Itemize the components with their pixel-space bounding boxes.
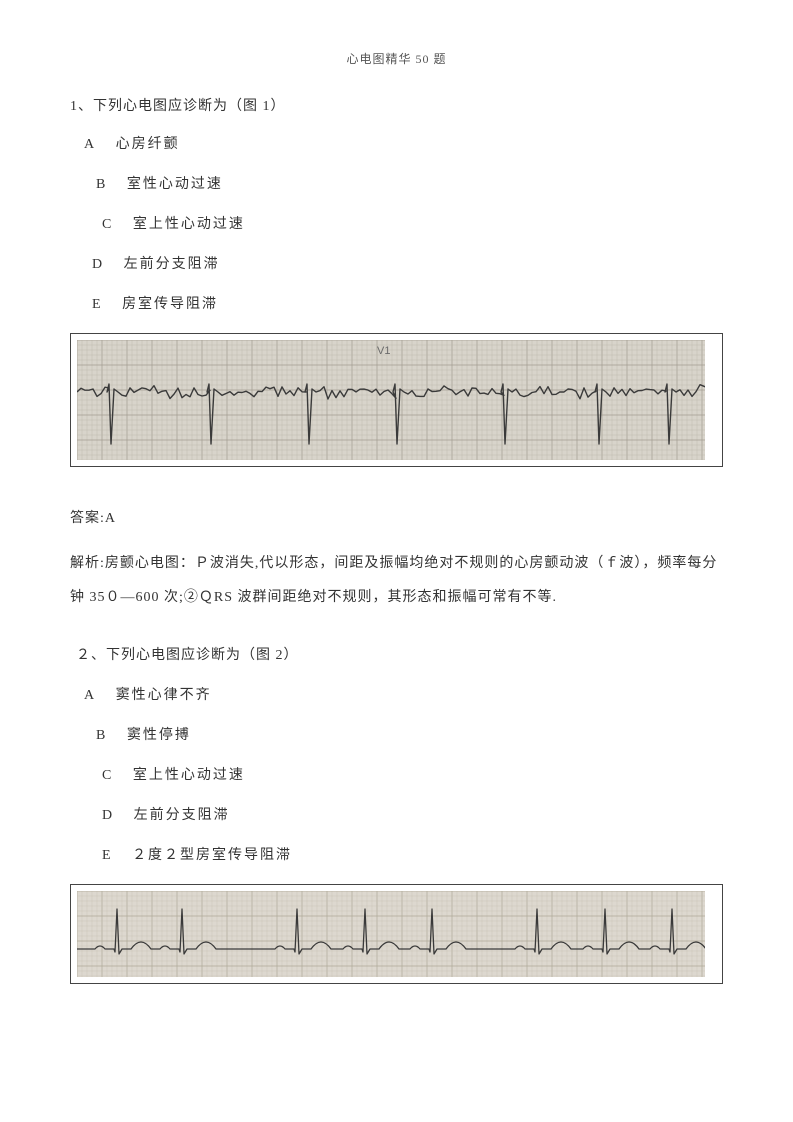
q1-option-e: E 房室传导阻滞 [70, 293, 723, 313]
option-text: 窦性心律不齐 [116, 688, 212, 703]
option-letter: D [92, 257, 104, 273]
q2-stem: ２、下列心电图应诊断为（图 2） [70, 644, 723, 664]
option-letter: B [96, 728, 107, 744]
option-letter: C [102, 217, 113, 233]
option-text: 左前分支阻滞 [134, 808, 230, 823]
option-text: 室性心动过速 [127, 177, 223, 192]
ecg-figure-2 [70, 884, 723, 984]
option-letter: E [102, 848, 113, 864]
option-text: 窦性停搏 [127, 728, 191, 743]
option-text: 室上性心动过速 [133, 768, 245, 783]
option-text: ２度２型房室传导阻滞 [132, 848, 292, 863]
option-letter: A [84, 137, 96, 153]
svg-text:V1: V1 [377, 345, 390, 357]
option-letter: A [84, 688, 96, 704]
option-letter: B [96, 177, 107, 193]
q2-option-b: B 窦性停搏 [70, 724, 723, 744]
option-text: 左前分支阻滞 [124, 257, 220, 272]
ecg-svg-1: V1 [77, 340, 705, 460]
ecg-figure-1: V1 [70, 333, 723, 467]
option-letter: D [102, 808, 114, 824]
q2-option-e: E ２度２型房室传导阻滞 [70, 844, 723, 864]
q1-answer: 答案:A [70, 507, 723, 527]
q1-option-b: B 室性心动过速 [70, 173, 723, 193]
page-title: 心电图精华 50 题 [70, 50, 723, 67]
q1-option-d: D 左前分支阻滞 [70, 253, 723, 273]
option-letter: C [102, 768, 113, 784]
option-text: 心房纤颤 [116, 137, 180, 152]
q1-explanation: 解析:房颤心电图：Ｐ波消失,代以形态，间距及振幅均绝对不规则的心房颤动波（ｆ波）… [70, 547, 723, 614]
q1-option-c: C 室上性心动过速 [70, 213, 723, 233]
question-1: 1、下列心电图应诊断为（图 1） A 心房纤颤 B 室性心动过速 C 室上性心动… [70, 95, 723, 614]
option-text: 房室传导阻滞 [122, 297, 218, 312]
q2-option-c: C 室上性心动过速 [70, 764, 723, 784]
option-text: 室上性心动过速 [133, 217, 245, 232]
ecg-svg-2 [77, 891, 705, 977]
q1-stem: 1、下列心电图应诊断为（图 1） [70, 95, 723, 115]
q2-option-d: D 左前分支阻滞 [70, 804, 723, 824]
q2-option-a: A 窦性心律不齐 [70, 684, 723, 704]
question-2: ２、下列心电图应诊断为（图 2） A 窦性心律不齐 B 窦性停搏 C 室上性心动… [70, 644, 723, 984]
option-letter: E [92, 297, 103, 313]
q1-option-a: A 心房纤颤 [70, 133, 723, 153]
